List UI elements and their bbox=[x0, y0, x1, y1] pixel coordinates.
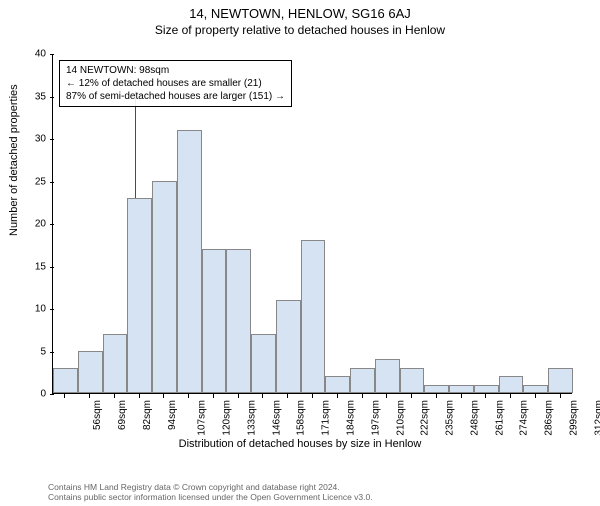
histogram-bar bbox=[325, 376, 350, 393]
annotation-line3: 87% of semi-detached houses are larger (… bbox=[66, 90, 285, 103]
annotation-box: 14 NEWTOWN: 98sqm ← 12% of detached hous… bbox=[59, 60, 292, 107]
x-tick-mark bbox=[510, 394, 511, 398]
histogram-bar bbox=[127, 198, 152, 394]
x-tick-label: 107sqm bbox=[197, 400, 208, 436]
y-tick-label: 0 bbox=[28, 389, 46, 400]
histogram-bar bbox=[424, 385, 449, 394]
annotation-line2: ← 12% of detached houses are smaller (21… bbox=[66, 77, 285, 90]
histogram-bar bbox=[276, 300, 301, 394]
histogram-bar bbox=[177, 130, 202, 394]
histogram-bar bbox=[152, 181, 177, 394]
x-tick-label: 235sqm bbox=[445, 400, 456, 436]
histogram-bar bbox=[523, 385, 548, 394]
chart-subtitle: Size of property relative to detached ho… bbox=[0, 23, 600, 37]
x-tick-label: 146sqm bbox=[271, 400, 282, 436]
x-tick-label: 171sqm bbox=[321, 400, 332, 436]
x-tick-label: 210sqm bbox=[395, 400, 406, 436]
x-tick-mark bbox=[436, 394, 437, 398]
x-tick-mark bbox=[213, 394, 214, 398]
histogram-bar bbox=[202, 249, 227, 394]
histogram-bar bbox=[548, 368, 573, 394]
y-axis-ticks: 0510152025303540 bbox=[30, 54, 50, 394]
footer-attribution: Contains HM Land Registry data © Crown c… bbox=[0, 482, 600, 502]
x-tick-mark bbox=[485, 394, 486, 398]
y-tick-label: 15 bbox=[28, 261, 46, 272]
x-tick-label: 261sqm bbox=[494, 400, 505, 436]
y-tick-label: 5 bbox=[28, 346, 46, 357]
footer-line1: Contains HM Land Registry data © Crown c… bbox=[48, 482, 600, 492]
x-tick-label: 120sqm bbox=[222, 400, 233, 436]
chart-area: 14 NEWTOWN: 98sqm ← 12% of detached hous… bbox=[52, 54, 572, 434]
x-tick-mark bbox=[64, 394, 65, 398]
x-tick-mark bbox=[114, 394, 115, 398]
x-axis-ticks: 56sqm 69sqm 82sqm 94sqm 107sqm 120sqm 133sqm 14… bbox=[52, 394, 572, 434]
histogram-bar bbox=[78, 351, 103, 394]
histogram-bar bbox=[474, 385, 499, 394]
x-tick-mark bbox=[535, 394, 536, 398]
x-tick-mark bbox=[461, 394, 462, 398]
y-tick-label: 20 bbox=[28, 219, 46, 230]
x-tick-mark bbox=[287, 394, 288, 398]
x-tick-label: 158sqm bbox=[296, 400, 307, 436]
x-tick-mark bbox=[139, 394, 140, 398]
x-axis-label: Distribution of detached houses by size … bbox=[0, 438, 600, 450]
x-tick-label: 286sqm bbox=[544, 400, 555, 436]
y-tick-label: 30 bbox=[28, 134, 46, 145]
x-tick-label: 312sqm bbox=[593, 400, 600, 436]
page-title: 14, NEWTOWN, HENLOW, SG16 6AJ bbox=[0, 6, 600, 21]
annotation-line1: 14 NEWTOWN: 98sqm bbox=[66, 64, 285, 77]
x-tick-mark bbox=[238, 394, 239, 398]
x-tick-mark bbox=[337, 394, 338, 398]
histogram-bar bbox=[375, 359, 400, 393]
x-tick-label: 274sqm bbox=[519, 400, 530, 436]
histogram-bar bbox=[301, 240, 326, 393]
x-tick-mark bbox=[262, 394, 263, 398]
x-tick-label: 94sqm bbox=[167, 400, 178, 430]
x-tick-label: 248sqm bbox=[469, 400, 480, 436]
x-tick-label: 56sqm bbox=[92, 400, 103, 430]
y-tick-label: 35 bbox=[28, 91, 46, 102]
x-tick-label: 222sqm bbox=[420, 400, 431, 436]
x-tick-mark bbox=[188, 394, 189, 398]
x-tick-label: 82sqm bbox=[142, 400, 153, 430]
x-tick-mark bbox=[560, 394, 561, 398]
x-tick-mark bbox=[362, 394, 363, 398]
x-tick-mark bbox=[89, 394, 90, 398]
y-tick-label: 40 bbox=[28, 49, 46, 60]
y-tick-label: 25 bbox=[28, 176, 46, 187]
x-tick-mark bbox=[312, 394, 313, 398]
histogram-bar bbox=[449, 385, 474, 394]
x-tick-label: 133sqm bbox=[247, 400, 258, 436]
x-tick-mark bbox=[386, 394, 387, 398]
x-tick-label: 69sqm bbox=[117, 400, 128, 430]
histogram-bar bbox=[499, 376, 524, 393]
histogram-bar bbox=[103, 334, 128, 394]
x-tick-label: 197sqm bbox=[370, 400, 381, 436]
histogram-bar bbox=[53, 368, 78, 394]
y-tick-label: 10 bbox=[28, 304, 46, 315]
x-tick-label: 299sqm bbox=[568, 400, 579, 436]
histogram-bar bbox=[350, 368, 375, 394]
histogram-bar bbox=[251, 334, 276, 394]
histogram-bar bbox=[226, 249, 251, 394]
footer-line2: Contains public sector information licen… bbox=[48, 492, 600, 502]
plot-region: 14 NEWTOWN: 98sqm ← 12% of detached hous… bbox=[52, 54, 572, 394]
x-tick-mark bbox=[411, 394, 412, 398]
x-tick-mark bbox=[163, 394, 164, 398]
x-tick-label: 184sqm bbox=[346, 400, 357, 436]
y-axis-label: Number of detached properties bbox=[8, 84, 20, 236]
histogram-bar bbox=[400, 368, 425, 394]
